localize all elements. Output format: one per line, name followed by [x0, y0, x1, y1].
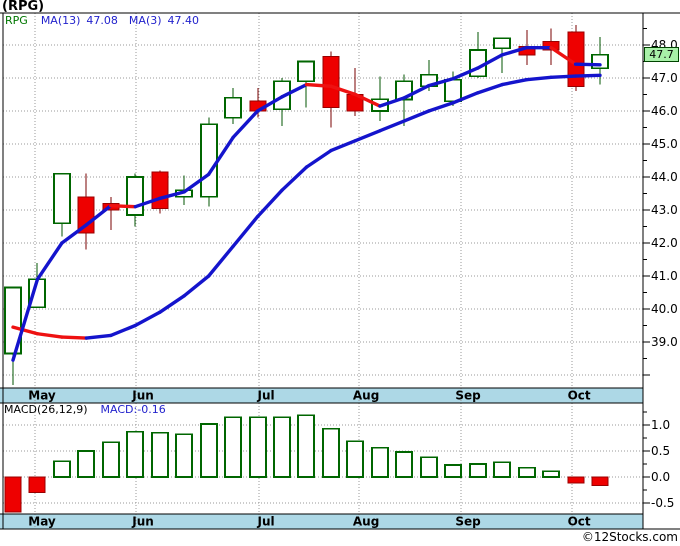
- macd-bar-positive: [224, 416, 242, 478]
- last-price-tag: 47.7: [644, 47, 679, 62]
- watermark: ©12Stocks.com: [581, 530, 678, 544]
- candlestick-series: [4, 25, 609, 385]
- svg-text:40.0: 40.0: [651, 302, 678, 316]
- macd-bar-negative: [567, 476, 585, 484]
- macd-bar-positive: [395, 451, 413, 478]
- macd-bar-negative: [591, 476, 609, 486]
- month-label: May: [28, 389, 56, 403]
- candlestick: [151, 170, 169, 214]
- candlestick: [322, 51, 340, 128]
- svg-text:42.0: 42.0: [651, 236, 678, 250]
- month-label: Sep: [455, 389, 481, 403]
- candlestick: [249, 87, 267, 118]
- macd-bar-positive: [249, 416, 267, 478]
- candlestick: [200, 117, 218, 207]
- macd-bar-positive: [371, 447, 389, 478]
- month-label: Jul: [256, 515, 274, 529]
- price-y-axis: 48.047.046.045.044.043.042.041.040.039.0: [643, 28, 678, 376]
- macd-bar-positive: [518, 466, 536, 478]
- month-label: Jul: [256, 389, 274, 403]
- macd-bar-positive: [200, 423, 218, 478]
- candlestick: [591, 36, 609, 85]
- candlestick: [4, 286, 22, 385]
- macd-bar-positive: [322, 427, 340, 478]
- candlestick: [53, 172, 71, 237]
- svg-text:45.0: 45.0: [651, 137, 678, 151]
- candlestick: [102, 196, 120, 230]
- macd-bar-negative: [28, 476, 46, 494]
- svg-text:44.0: 44.0: [651, 170, 678, 184]
- candlestick: [567, 25, 585, 92]
- macd-params-label: MACD(26,12,9): [4, 403, 88, 416]
- svg-text:41.0: 41.0: [651, 269, 678, 283]
- ma13-line: [11, 73, 602, 340]
- macd-bar-positive: [542, 470, 560, 478]
- svg-text:46.0: 46.0: [651, 104, 678, 118]
- macd-bar-positive: [273, 416, 291, 478]
- svg-text:-0.5: -0.5: [651, 496, 674, 510]
- macd-bar-positive: [77, 450, 95, 478]
- month-label: Jun: [131, 515, 154, 529]
- month-label: Oct: [568, 515, 591, 529]
- symbol-label: RPG: [5, 14, 28, 27]
- svg-text:47.0: 47.0: [651, 71, 678, 85]
- ma13-label: MA(13): [40, 14, 81, 27]
- month-labels: May May Jun Jun Jul Jul Aug Aug Sep Sep Oct Oct: [28, 389, 591, 529]
- month-label: Jun: [131, 389, 154, 403]
- svg-text:43.0: 43.0: [651, 203, 678, 217]
- svg-text:0.0: 0.0: [651, 470, 670, 484]
- macd-legend: MACD(26,12,9) MACD:-0.16: [4, 404, 166, 415]
- price-legend: RPG MA(13) 47.08 MA(3) 47.40: [5, 15, 199, 26]
- candlestick: [297, 60, 315, 108]
- macd-bar-positive: [444, 464, 462, 478]
- macd-histogram: [4, 414, 609, 513]
- month-label: Aug: [353, 515, 379, 529]
- svg-text:39.0: 39.0: [651, 335, 678, 349]
- macd-bar-positive: [297, 414, 315, 478]
- macd-bar-positive: [469, 463, 487, 478]
- month-axis-bands: [0, 388, 643, 529]
- macd-y-axis: 1.0 0.5 0.0 -0.5: [643, 411, 674, 510]
- month-label: Sep: [455, 515, 481, 529]
- macd-bar-positive: [53, 460, 71, 478]
- chart-frame: [0, 12, 680, 530]
- candlestick: [224, 87, 242, 125]
- macd-bar-positive: [126, 430, 144, 478]
- month-label: Aug: [353, 389, 379, 403]
- ma13-value: 47.08: [86, 14, 118, 27]
- macd-bar-positive: [102, 441, 120, 478]
- month-label: Oct: [568, 389, 591, 403]
- chart-title: (RPG): [2, 0, 45, 14]
- macd-bar-positive: [175, 433, 193, 478]
- candlestick: [346, 68, 364, 116]
- macd-bar-positive: [151, 431, 169, 478]
- candlestick: [371, 76, 389, 121]
- ma3-line: [11, 45, 602, 362]
- macd-bar-positive: [346, 440, 364, 478]
- ma3-value: 47.40: [167, 14, 200, 27]
- candlestick: [77, 173, 95, 250]
- macd-bar-negative: [4, 476, 22, 513]
- macd-value-label: MACD:-0.16: [100, 403, 166, 416]
- candlestick: [126, 173, 144, 227]
- svg-text:1.0: 1.0: [651, 418, 670, 432]
- macd-bar-positive: [493, 461, 511, 478]
- ma3-label: MA(3): [128, 14, 162, 27]
- svg-text:0.5: 0.5: [651, 444, 670, 458]
- month-label: May: [28, 515, 56, 529]
- macd-bar-positive: [420, 456, 438, 478]
